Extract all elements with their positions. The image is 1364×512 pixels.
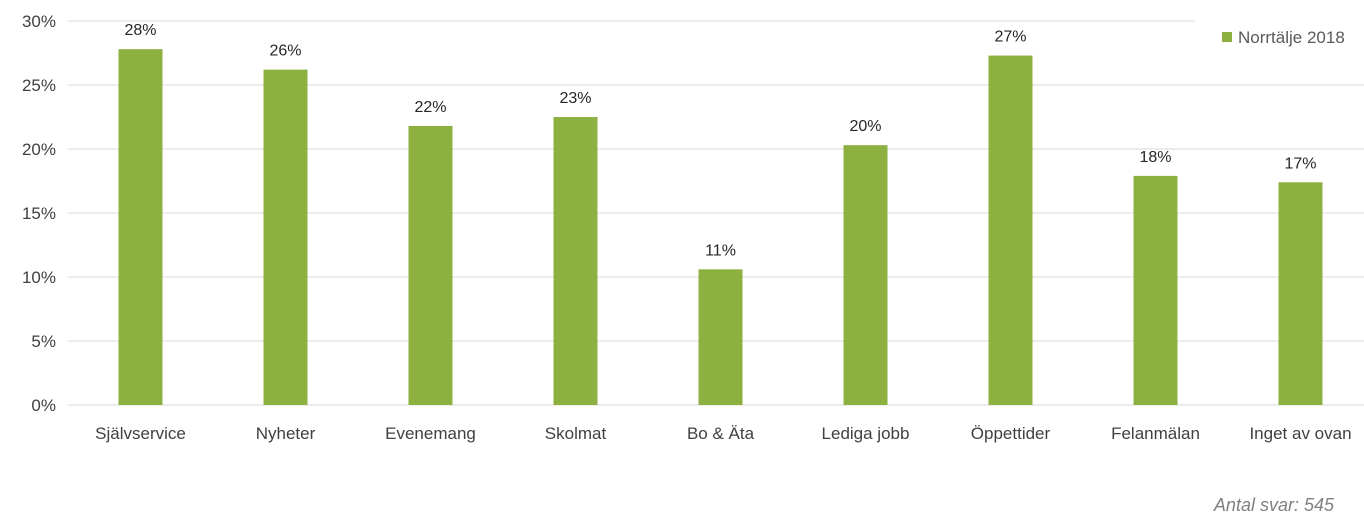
data-label-8: 17%	[1284, 155, 1316, 172]
y-tick-label-1: 5%	[31, 332, 56, 351]
data-label-0: 28%	[124, 22, 156, 39]
category-label-5: Lediga jobb	[822, 424, 910, 443]
data-label-3: 23%	[559, 90, 591, 107]
bar-4	[698, 269, 743, 405]
data-label-4: 11%	[705, 242, 736, 259]
bar-8	[1278, 182, 1323, 405]
bar-7	[1133, 175, 1178, 405]
category-label-2: Evenemang	[385, 424, 476, 443]
category-label-1: Nyheter	[256, 424, 316, 443]
legend-swatch	[1222, 32, 1232, 42]
data-label-5: 20%	[849, 118, 881, 135]
category-label-0: Självservice	[95, 424, 186, 443]
category-label-4: Bo & Äta	[687, 424, 755, 443]
category-label-6: Öppettider	[971, 424, 1051, 443]
bar-6	[988, 55, 1033, 406]
category-label-7: Felanmälan	[1111, 424, 1200, 443]
y-tick-label-6: 30%	[22, 12, 56, 31]
data-label-7: 18%	[1139, 149, 1171, 166]
data-label-1: 26%	[269, 43, 301, 60]
legend-label: Norrtälje 2018	[1238, 28, 1345, 47]
y-tick-label-0: 0%	[31, 396, 56, 415]
bar-0	[118, 49, 163, 405]
y-tick-label-3: 15%	[22, 204, 56, 223]
bar-2	[408, 125, 453, 406]
y-tick-label-2: 10%	[22, 268, 56, 287]
y-tick-label-5: 25%	[22, 76, 56, 95]
bar-5	[843, 145, 888, 405]
response-count-note: Antal svar: 545	[1213, 495, 1334, 512]
category-label-3: Skolmat	[545, 424, 607, 443]
bar-1	[263, 69, 308, 405]
bar-3	[553, 117, 598, 405]
category-label-8: Inget av ovan	[1249, 424, 1351, 443]
data-label-6: 27%	[994, 29, 1026, 46]
y-tick-label-4: 20%	[22, 140, 56, 159]
data-label-2: 22%	[414, 99, 446, 116]
